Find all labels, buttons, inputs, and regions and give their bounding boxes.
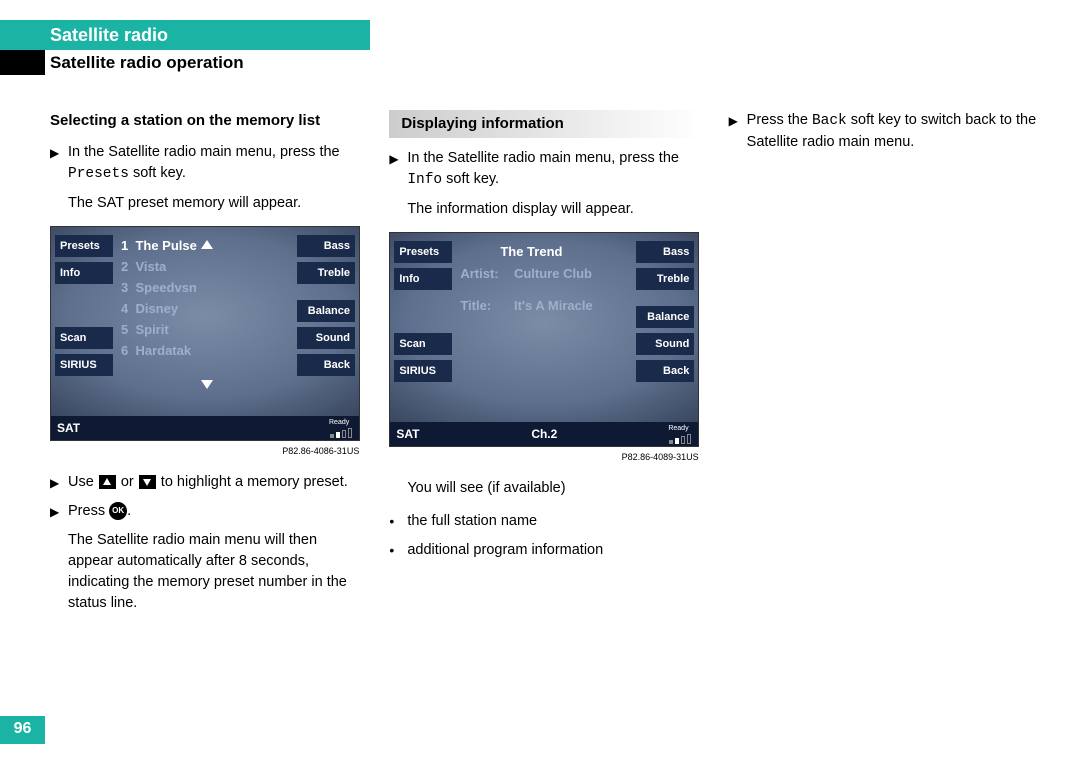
triangle-icon: ▶ xyxy=(50,142,68,185)
softkey-presets: Presets xyxy=(55,235,113,257)
step-body: Press the Back soft key to switch back t… xyxy=(747,110,1040,153)
softkey-balance: Balance xyxy=(297,300,355,322)
col2-title: Displaying information xyxy=(389,110,700,138)
triangle-icon: ▶ xyxy=(50,472,68,493)
softkey-sirius: SIRIUS xyxy=(55,354,113,376)
softkey-sound: Sound xyxy=(636,333,694,355)
softkey-sirius: SIRIUS xyxy=(394,360,452,382)
step-body: In the Satellite radio main menu, press … xyxy=(68,142,361,185)
black-accent xyxy=(0,50,45,75)
softkey-back: Back xyxy=(297,354,355,376)
bullet-icon: • xyxy=(389,511,407,532)
col3-step1: ▶ Press the Back soft key to switch back… xyxy=(729,110,1040,153)
status-ch: Ch.2 xyxy=(390,426,698,443)
fig-caption-2: P82.86-4089-31US xyxy=(389,451,700,464)
softkey-sound: Sound xyxy=(297,327,355,349)
status-bar: SAT Ready xyxy=(51,416,359,440)
col1-step2: ▶ Use or to highlight a memory preset. xyxy=(50,472,361,493)
down-key-icon xyxy=(139,475,156,489)
step-body: Use or to highlight a memory preset. xyxy=(68,472,361,493)
subtitle: Satellite radio operation xyxy=(50,53,244,73)
bullet-icon: • xyxy=(389,540,407,561)
softkey-info: Info xyxy=(55,262,113,284)
softkey-scan: Scan xyxy=(55,327,113,349)
fig-caption-1: P82.86-4086-31US xyxy=(50,445,361,458)
info-content: The Trend Artist: Culture Club Title: It… xyxy=(460,241,592,317)
column-1: Selecting a station on the memory list ▶… xyxy=(50,110,361,626)
info-screen: Presets Info Scan SIRIUS Bass Treble Bal… xyxy=(389,232,699,447)
softkey-treble: Treble xyxy=(636,268,694,290)
column-2: Displaying information ▶ In the Satellit… xyxy=(389,110,700,626)
arrow-down-icon xyxy=(201,377,213,394)
col2-para1: The information display will appear. xyxy=(407,199,700,220)
col1-title: Selecting a station on the memory list xyxy=(50,110,361,132)
col2-bullet2: • additional program information xyxy=(389,540,700,561)
triangle-icon: ▶ xyxy=(729,110,747,153)
softkey-scan: Scan xyxy=(394,333,452,355)
softkey-treble: Treble xyxy=(297,262,355,284)
preset-list: 1 The Pulse2 Vista3 Speedvsn4 Disney5 Sp… xyxy=(121,235,197,361)
column-3: ▶ Press the Back soft key to switch back… xyxy=(729,110,1040,626)
triangle-icon: ▶ xyxy=(50,501,68,522)
softkey-bass: Bass xyxy=(636,241,694,263)
arrow-up-icon xyxy=(201,237,213,254)
col1-step3: ▶ Press OK. xyxy=(50,501,361,522)
up-key-icon xyxy=(99,475,116,489)
step-body: In the Satellite radio main menu, press … xyxy=(407,148,700,191)
softkey-back: Back xyxy=(636,360,694,382)
bullet-body: additional program information xyxy=(407,540,700,561)
status-bar: SAT Ch.2 Ready xyxy=(390,422,698,446)
bullet-body: the full station name xyxy=(407,511,700,532)
col2-after: You will see (if available) xyxy=(407,478,700,499)
preset-screen: Presets Info Scan SIRIUS Bass Treble Bal… xyxy=(50,226,360,441)
col2-step1: ▶ In the Satellite radio main menu, pres… xyxy=(389,148,700,191)
triangle-icon: ▶ xyxy=(389,148,407,191)
col1-para2: The Satellite radio main menu will then … xyxy=(68,530,361,614)
step-body: Press OK. xyxy=(68,501,361,522)
status-sat: SAT xyxy=(57,420,80,437)
info-station: The Trend xyxy=(460,241,592,263)
softkey-presets: Presets xyxy=(394,241,452,263)
ok-key-icon: OK xyxy=(109,502,127,520)
status-ready: Ready xyxy=(329,418,353,438)
page-number: 96 xyxy=(0,716,45,744)
col1-step1: ▶ In the Satellite radio main menu, pres… xyxy=(50,142,361,185)
header-tab: Satellite radio xyxy=(0,20,370,50)
softkey-info: Info xyxy=(394,268,452,290)
status-ready: Ready xyxy=(668,424,692,444)
content-columns: Selecting a station on the memory list ▶… xyxy=(50,110,1040,626)
col1-para1: The SAT preset memory will appear. xyxy=(68,193,361,214)
col2-bullet1: • the full station name xyxy=(389,511,700,532)
softkey-bass: Bass xyxy=(297,235,355,257)
softkey-balance: Balance xyxy=(636,306,694,328)
